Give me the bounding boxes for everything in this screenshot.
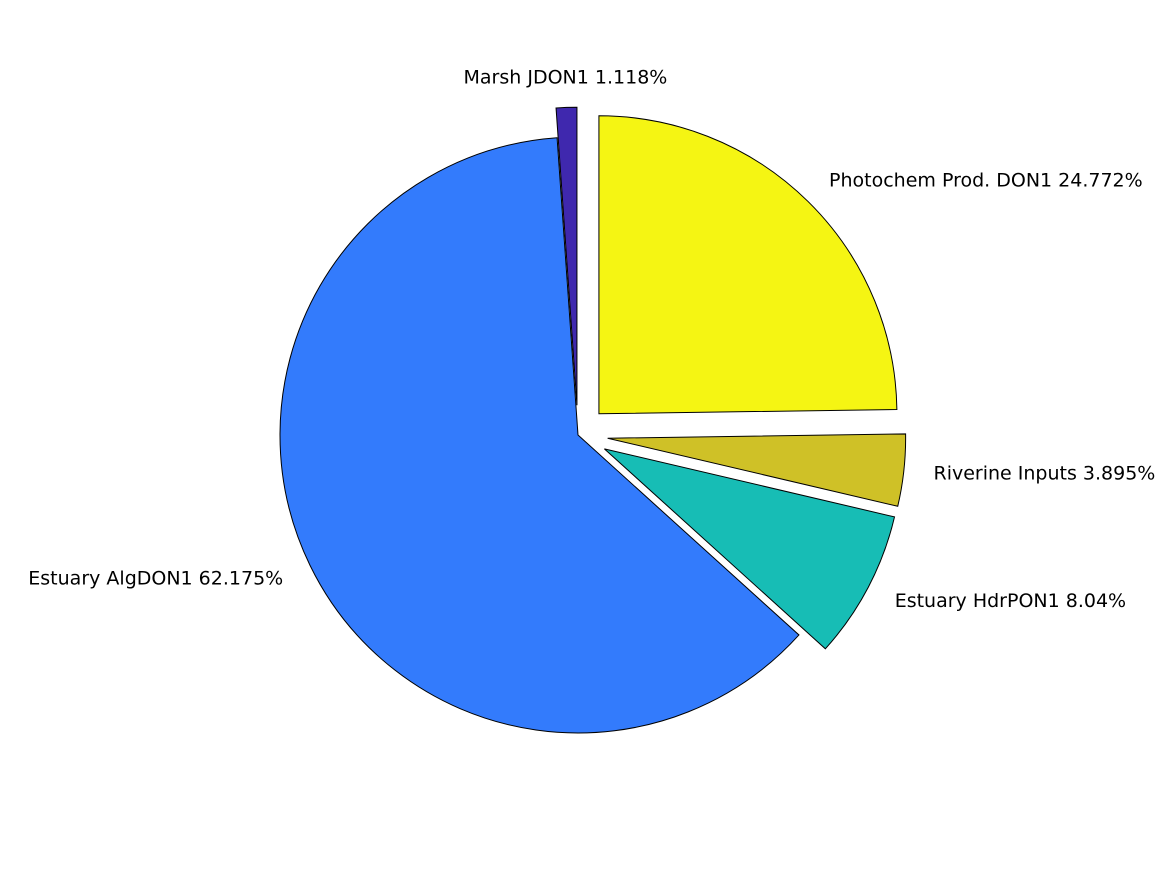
pie-label-name: Riverine Inputs	[934, 462, 1077, 484]
pie-label-marsh-jdon1: Marsh JDON1 1.118%	[464, 66, 668, 88]
pie-label-name: Marsh JDON1	[464, 66, 589, 88]
pie-label-percent: 1.118%	[589, 66, 668, 88]
pie-slice-marsh-jdon1	[555, 106, 578, 406]
pie-label-name: Estuary HdrPON1	[895, 590, 1060, 612]
pie-label-percent: 3.895%	[1077, 462, 1156, 484]
pie-label-percent: 24.772%	[1052, 169, 1143, 191]
pie-labels: Photochem Prod. DON1 24.772% Riverine Inp…	[28, 66, 1155, 611]
pie-label-estuary-algdon1: Estuary AlgDON1 62.175%	[28, 567, 283, 589]
pie-slice-photochem-prod-don1	[598, 115, 898, 415]
pie-label-estuary-hdrpon1: Estuary HdrPON1 8.04%	[895, 590, 1126, 612]
pie-label-name: Photochem Prod. DON1	[829, 169, 1052, 191]
pie-slice-estuary-algdon1	[279, 137, 800, 734]
pie-label-photochem-prod-don1: Photochem Prod. DON1 24.772%	[829, 169, 1143, 191]
pie-label-percent: 8.04%	[1060, 590, 1126, 612]
pie-label-percent: 62.175%	[193, 567, 284, 589]
pie-slice-riverine-inputs	[607, 433, 907, 507]
pie-label-riverine-inputs: Riverine Inputs 3.895%	[934, 462, 1156, 484]
pie-slice-estuary-hdrpon1	[604, 448, 896, 650]
pie-slices	[279, 106, 907, 734]
pie-label-name: Estuary AlgDON1	[28, 567, 192, 589]
